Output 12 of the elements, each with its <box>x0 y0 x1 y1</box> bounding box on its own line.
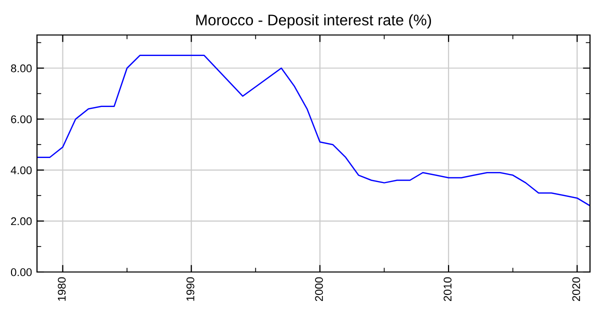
line-series <box>37 54 590 206</box>
x-tick-label: 2010 <box>444 277 452 302</box>
y-tick-label: 2.00 <box>11 217 32 226</box>
y-tick-label: 8.00 <box>11 64 32 72</box>
y-tick-label: 6.00 <box>11 115 32 124</box>
x-tick-label: 2000 <box>315 277 323 302</box>
x-tick-label: 1980 <box>58 277 66 301</box>
x-tick-label: 2020 <box>572 277 580 302</box>
y-tick-label: 0.00 <box>10 268 32 276</box>
x-tick-label: 1990 <box>186 277 194 301</box>
y-tick-label: 4.00 <box>10 166 32 174</box>
chart-title: Morocco - Deposit interest rate (%) <box>196 14 431 28</box>
